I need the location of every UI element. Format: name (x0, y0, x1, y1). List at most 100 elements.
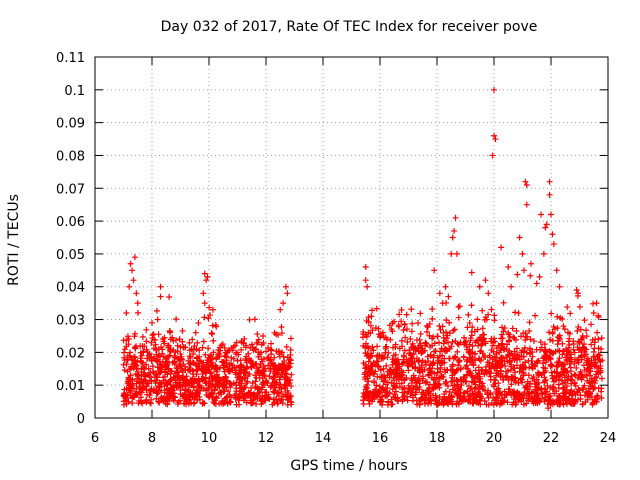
data-point (249, 399, 256, 406)
data-point (151, 336, 158, 343)
data-point (449, 372, 456, 379)
data-point (464, 388, 471, 395)
data-point (555, 399, 562, 406)
data-point (465, 311, 472, 318)
data-point (133, 380, 140, 387)
data-point (150, 368, 157, 375)
data-point (180, 344, 187, 351)
data-point (207, 369, 214, 376)
data-point (147, 369, 154, 376)
data-point (147, 388, 154, 395)
data-point (388, 396, 395, 403)
data-point (566, 330, 573, 337)
data-point (160, 396, 167, 403)
data-point (368, 352, 375, 359)
data-point (362, 350, 369, 357)
data-point (393, 358, 400, 365)
data-point (481, 371, 488, 378)
data-point (549, 231, 556, 238)
data-point (374, 343, 381, 350)
data-point (480, 338, 487, 345)
y-tick-label: 0.05 (56, 248, 85, 263)
data-point (362, 264, 369, 271)
data-point (441, 355, 448, 362)
data-point (416, 367, 423, 374)
data-point (132, 357, 139, 364)
data-point (443, 317, 450, 324)
data-point (199, 376, 206, 383)
data-point (179, 369, 186, 376)
data-point (363, 317, 370, 324)
data-point (525, 372, 532, 379)
data-point (191, 399, 198, 406)
data-point (427, 351, 434, 358)
data-point (547, 355, 554, 362)
data-point (562, 390, 569, 397)
data-point (590, 300, 597, 307)
data-point (360, 331, 367, 338)
data-point (578, 356, 585, 363)
data-point (513, 328, 520, 335)
data-point (152, 341, 159, 348)
data-point (248, 360, 255, 367)
data-point (485, 290, 492, 297)
data-point (559, 369, 566, 376)
data-point (488, 306, 495, 313)
data-point (368, 395, 375, 402)
data-point (212, 401, 219, 408)
data-point (401, 347, 408, 354)
data-point (454, 381, 461, 388)
data-point (177, 362, 184, 369)
data-point (554, 313, 561, 320)
data-point (278, 396, 285, 403)
data-point (187, 354, 194, 361)
data-point (523, 181, 530, 188)
data-point (138, 376, 145, 383)
data-point (511, 356, 518, 363)
data-point (512, 309, 519, 316)
data-point (588, 375, 595, 382)
data-point (580, 362, 587, 369)
data-point (481, 335, 488, 342)
data-point (166, 395, 173, 402)
data-point (500, 354, 507, 361)
data-point (365, 314, 372, 321)
data-point (271, 399, 278, 406)
data-point (456, 358, 463, 365)
data-point (534, 358, 541, 365)
data-point (480, 354, 487, 361)
data-point (559, 395, 566, 402)
data-point (426, 332, 433, 339)
data-point (472, 350, 479, 357)
data-point (574, 328, 581, 335)
data-point (177, 397, 184, 404)
data-point (259, 372, 266, 379)
data-point (571, 379, 578, 386)
data-point (564, 397, 571, 404)
data-point (369, 344, 376, 351)
data-point (542, 367, 549, 374)
data-point (174, 348, 181, 355)
data-point (414, 385, 421, 392)
data-point (520, 353, 527, 360)
data-point (566, 335, 573, 342)
data-point (389, 356, 396, 363)
data-point (468, 357, 475, 364)
data-point (199, 400, 206, 407)
data-point (200, 338, 207, 345)
data-point (569, 390, 576, 397)
data-point (398, 380, 405, 387)
data-point (281, 381, 288, 388)
data-point (520, 372, 527, 379)
data-point (253, 346, 260, 353)
data-point (241, 395, 248, 402)
data-point (200, 365, 207, 372)
data-point (190, 384, 197, 391)
data-point (168, 390, 175, 397)
data-point (259, 384, 266, 391)
data-point (486, 352, 493, 359)
data-point (271, 389, 278, 396)
data-point (492, 394, 499, 401)
data-point (434, 401, 441, 408)
data-point (224, 366, 231, 373)
